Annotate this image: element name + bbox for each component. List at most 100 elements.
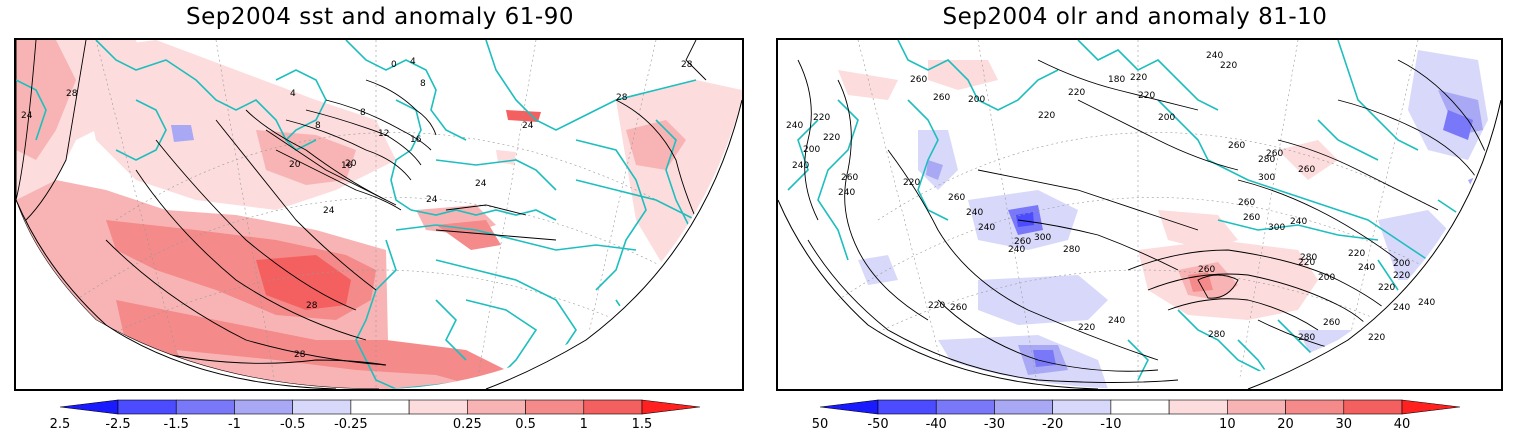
contour-label: 300 [1034,233,1051,243]
contour-label: 220 [1298,258,1315,268]
contour-label: 260 [1266,149,1283,159]
right-graticule [807,40,1479,389]
contour-label: 28 [66,89,78,99]
contour-label: 28 [616,93,628,103]
colorbar-segment [467,399,526,415]
contour-label: 260 [1298,165,1315,175]
contour-label: 200 [968,95,985,105]
contour-label: 240 [1008,245,1025,255]
contour-label: 260 [1014,237,1031,247]
contour-label: 220 [1348,249,1365,259]
contour-label: 220 [1393,271,1410,281]
colorbar-segment [175,399,235,415]
contour-label: 240 [1206,51,1223,61]
contour-label: 0 [391,60,397,70]
colorbar-segment [525,399,585,415]
contour-label: 20 [289,160,301,170]
contour-label: 240 [1393,303,1410,313]
colorbar-segment [350,399,410,415]
contour-label: 240 [1108,316,1125,326]
colorbar-segment [583,399,643,415]
colorbar-segment [292,399,352,415]
colorbar-segment [1285,399,1345,415]
contour-label: 260 [948,193,965,203]
contour-label: 300 [1258,173,1275,183]
left-contour-labels: 24 28 28 28 20 24 20 16 12 8 8 4 0 4 8 1… [21,57,693,360]
contour-label: 260 [950,303,967,313]
colorbar-segment [1168,399,1228,415]
contour-label: 200 [1393,259,1410,269]
colorbar-tick-label: -40 [926,417,947,430]
contour-label: 24 [426,195,438,205]
contour-label: 24 [475,179,487,189]
contour-label: 280 [1208,330,1225,340]
contour-label: 200 [803,145,820,155]
contour-label: 220 [1378,283,1395,293]
contour-label: 240 [966,208,983,218]
colorbar-max-arrow [1401,399,1461,415]
contour-label: 24 [522,121,534,131]
contour-label: 220 [903,178,920,188]
colorbar-tick-label: 0.25 [453,417,482,430]
colorbar-segment [117,399,177,415]
right-panel-title: Sep2004 olr and anomaly 81-10 [942,4,1328,30]
contour-label: 220 [823,133,840,143]
contour-label: 280 [1300,253,1317,263]
contour-label: 260 [910,75,927,85]
colorbar-tick-label: -10 [1100,417,1121,430]
contour-label: 28 [306,301,318,311]
colorbar-segment [1343,399,1403,415]
contour-label: 8 [360,108,366,118]
contour-label: 8 [420,79,426,89]
contour-label: 300 [1268,223,1285,233]
contour-label: 200 [1318,273,1335,283]
colorbar-tick-label: -0.5 [280,417,305,430]
colorbar-max-arrow [641,399,701,415]
contour-label: 240 [838,188,855,198]
left-panel-title: Sep2004 sst and anomaly 61-90 [186,4,574,30]
colorbar-tick-label: -20 [1042,417,1063,430]
colorbar-tick-label: 1.5 [632,417,653,430]
left-graticule [45,40,717,389]
colorbar-tick-label: 1 [580,417,588,430]
contour-label: 16 [341,161,353,171]
contour-label: 24 [323,206,335,216]
contour-label: 220 [1220,61,1237,71]
contour-label: 28 [681,60,693,70]
colorbar-segment [1052,399,1112,415]
colorbar-tick-label: -50 [867,417,888,430]
contour-label: 20 [345,159,357,169]
colorbar-segment [1110,399,1170,415]
contour-label: 220 [1138,91,1155,101]
colorbar-tick-label: -30 [984,417,1005,430]
left-colorbar: -2.5 -1.5 -1 -0.5 -0.25 0.25 0.5 1 1.5 2.5 [50,398,701,430]
colorbar-segment [935,399,995,415]
colorbar-segment [1227,399,1286,415]
colorbar-min-arrow [59,399,119,415]
colorbar-segment [994,399,1053,415]
contour-label: 16 [410,135,422,145]
contour-label: 260 [1243,213,1260,223]
contour-label: 4 [410,57,416,67]
contour-label: 200 [1158,113,1175,123]
contour-label: 240 [978,223,995,233]
contour-label: 220 [1068,88,1085,98]
right-map: 240 260 220 220 200 260 180 240 220 220 200 220 220 2… [776,38,1503,391]
colorbar-tick-label: 20 [1277,417,1294,430]
colorbar-tick-label: -1.5 [164,417,189,430]
contour-label: 260 [1323,318,1340,328]
colorbar-tick-label: 50 [812,417,829,430]
contour-label: 260 [1228,141,1245,151]
contour-label: 260 [1238,198,1255,208]
colorbar-segment [408,399,468,415]
contour-label: 240 [786,121,803,131]
contour-label: 260 [1198,265,1215,275]
contour-label: 180 [1108,75,1125,85]
colorbar-segment [234,399,293,415]
contour-label: 280 [1298,333,1315,343]
colorbar-tick-label: 10 [1219,417,1236,430]
contour-label: 220 [1078,323,1095,333]
contour-label: 220 [1368,333,1385,343]
left-sst-anomaly-shading [16,40,742,389]
contour-label: 280 [1063,245,1080,255]
